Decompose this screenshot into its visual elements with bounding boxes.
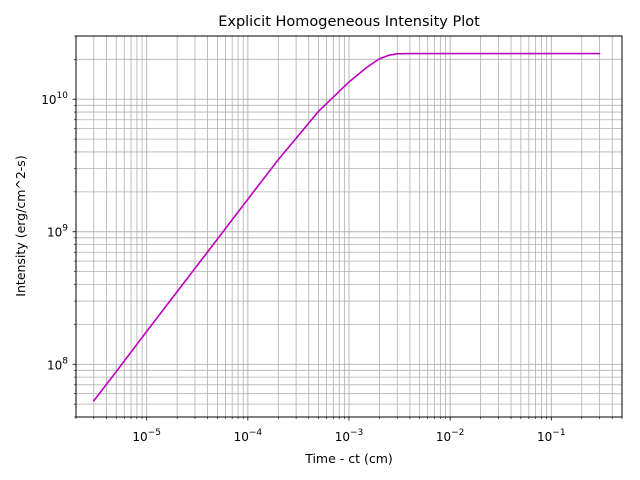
x-tick-label: 10−3 [335,428,364,444]
y-axis-label: Intensity (erg/cm^2-s) [13,155,28,296]
x-axis-label: Time - ct (cm) [304,451,393,466]
x-tick-label: 10−5 [132,428,161,444]
x-tick-label: 10−1 [537,428,566,444]
series-line [93,52,601,402]
axis-ticks: 10−5 10−4 10−3 10−2 10−1 108 109 1010 [41,35,623,444]
plot-area [93,52,601,402]
chart-title: Explicit Homogeneous Intensity Plot [218,14,480,30]
x-tick-label: 10−4 [234,428,263,444]
y-tick-label: 1010 [41,91,68,107]
x-tick-label: 10−2 [436,428,465,444]
y-tick-label: 109 [47,224,68,240]
y-tick-label: 108 [47,356,68,372]
grid [75,35,623,418]
